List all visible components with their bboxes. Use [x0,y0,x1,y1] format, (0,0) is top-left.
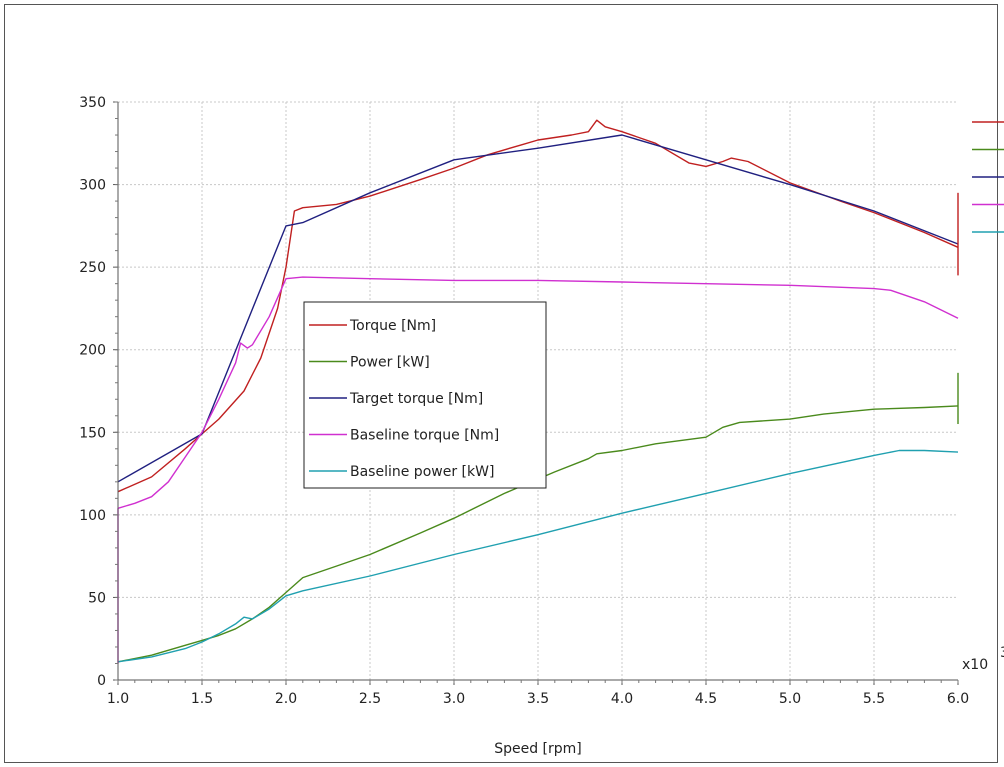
x-tick-label: 5.0 [779,691,801,707]
legend-items: Torque [Nm] Power [kW] Target torque [Nm] B… [309,318,499,480]
y-tick-label: 50 [88,590,106,606]
legend-box [303,301,547,489]
y-axis-ticks: 0 50 100 150 200 250 300 350 [79,95,118,689]
series-line-4 [117,449,959,663]
x-axis-ticks: 1.0 1.5 2.0 2.5 3.0 3.5 4.0 4.5 5.0 5.5 6.0 [107,680,969,707]
clipped-legend-swatches [972,121,1004,233]
x-tick-label: 3.0 [443,691,465,707]
legend-label: Target torque [Nm] [349,391,483,407]
x-axis-multiplier: x10 [962,657,988,673]
x-tick-label: 4.0 [611,691,633,707]
x-tick-label: 4.5 [695,691,717,707]
x-tick-label: 3.5 [527,691,549,707]
series-line-0 [117,119,959,493]
x-tick-label: 1.0 [107,691,129,707]
x-tick-label: 6.0 [947,691,969,707]
x-tick-label: 2.5 [359,691,381,707]
legend-label: Torque [Nm] [349,318,436,334]
y-tick-label: 0 [97,673,106,689]
legend: Torque [Nm] Power [kW] Target torque [Nm] B… [303,301,547,489]
series-line-1 [117,405,959,663]
series-line-3 [117,276,959,509]
series-line-2 [117,134,959,483]
y-tick-label: 350 [79,95,106,111]
y-tick-label: 200 [79,343,106,359]
x-tick-label: 1.5 [191,691,213,707]
y-tick-label: 150 [79,425,106,441]
y-tick-label: 300 [79,178,106,194]
grid [118,101,958,680]
legend-label: Baseline torque [Nm] [350,428,499,444]
y-tick-label: 100 [79,508,106,524]
y-tick-label: 250 [79,260,106,276]
x-axis-multiplier-exponent: 3 [1000,645,1004,661]
legend-label: Power [kW] [350,355,430,371]
x-axis-label: Speed [rpm] [494,741,582,757]
x-tick-label: 5.5 [863,691,885,707]
legend-label: Baseline power [kW] [350,464,494,480]
x-tick-label: 2.0 [275,691,297,707]
